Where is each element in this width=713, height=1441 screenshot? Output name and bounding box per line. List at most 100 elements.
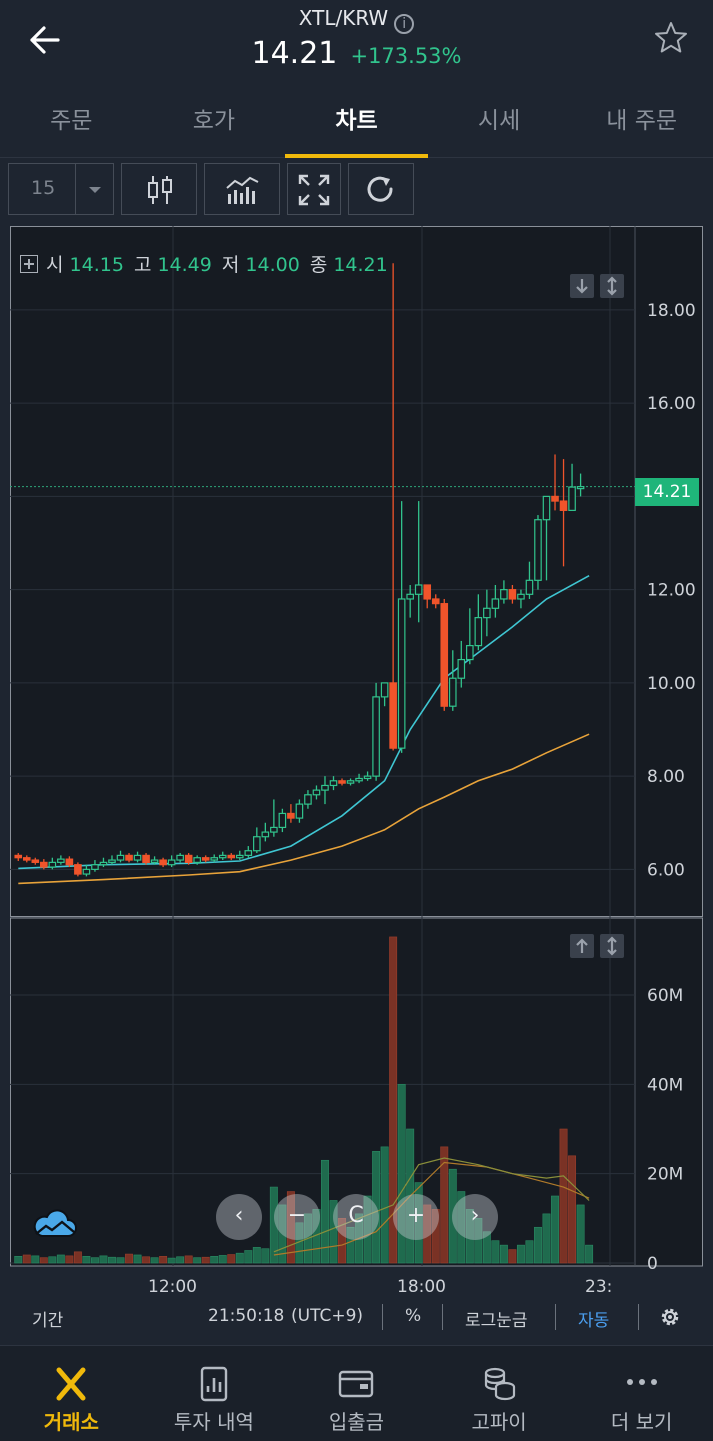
candle bbox=[31, 857, 40, 865]
reset-zoom-button[interactable]: C bbox=[333, 1194, 379, 1240]
tab-orderbook[interactable]: 호가 bbox=[192, 108, 236, 134]
volume-bar bbox=[321, 1159, 329, 1264]
candle-body bbox=[22, 857, 31, 861]
candle bbox=[559, 459, 568, 567]
volume-ma-long-line bbox=[273, 1161, 590, 1256]
candle bbox=[500, 580, 508, 604]
percent-toggle[interactable]: % bbox=[405, 1306, 422, 1326]
candle-body bbox=[406, 593, 414, 600]
volume-bar bbox=[193, 1257, 202, 1264]
settings-gear-icon[interactable] bbox=[658, 1305, 682, 1329]
pair-title[interactable]: XTL/KRW i bbox=[0, 6, 713, 34]
pane-resize-icon-2[interactable] bbox=[600, 934, 624, 958]
candle-body bbox=[312, 789, 321, 796]
volume-bar bbox=[65, 1255, 74, 1264]
pane-down-icon[interactable] bbox=[570, 274, 594, 298]
price-chart-svg[interactable]: 18.00 16.00 14.00 12.00 10.00 8.00 6.00 60M 40M 2… bbox=[10, 226, 703, 1296]
exchange-x-icon bbox=[56, 1367, 86, 1401]
refresh-button[interactable] bbox=[348, 163, 414, 215]
volume-bar bbox=[474, 1218, 483, 1264]
candle bbox=[389, 263, 397, 751]
volume-bar bbox=[31, 1255, 40, 1264]
candle-body bbox=[414, 584, 423, 595]
ohlc-legend: 시 14.15 고 14.49 저 14.00 종 14.21 bbox=[20, 250, 398, 277]
candle-type-button[interactable] bbox=[121, 163, 197, 215]
nav-exchange[interactable]: 거래소 bbox=[0, 1346, 143, 1441]
candle bbox=[295, 799, 304, 823]
price-line: 14.21 +173.53% bbox=[0, 36, 713, 71]
candle-body bbox=[389, 682, 397, 749]
candle-body bbox=[270, 826, 278, 833]
candle bbox=[346, 778, 355, 786]
candle bbox=[48, 857, 57, 870]
coins-icon bbox=[484, 1367, 516, 1401]
candle bbox=[57, 855, 65, 865]
volume-bar bbox=[499, 1244, 508, 1264]
cloud-logo-icon bbox=[33, 1209, 77, 1237]
favorite-star-icon[interactable] bbox=[653, 20, 689, 56]
fullscreen-button[interactable] bbox=[287, 163, 341, 215]
volume-bar bbox=[278, 1204, 287, 1264]
candle-body bbox=[176, 854, 184, 861]
period-button[interactable]: 기간 bbox=[32, 1311, 64, 1331]
candle bbox=[517, 589, 525, 609]
indicator-button[interactable] bbox=[204, 163, 280, 215]
volume-bar bbox=[542, 1213, 551, 1264]
scroll-left-button[interactable]: ‹ bbox=[216, 1194, 262, 1240]
nav-investment-history[interactable]: 투자 내역 bbox=[143, 1346, 286, 1441]
candle bbox=[278, 808, 287, 833]
candle bbox=[22, 855, 31, 863]
volume-bar bbox=[380, 1146, 389, 1264]
volume-bar bbox=[252, 1247, 261, 1264]
scroll-right-button[interactable]: › bbox=[452, 1194, 498, 1240]
info-icon[interactable]: i bbox=[394, 14, 415, 34]
candle bbox=[167, 855, 176, 868]
volume-bar bbox=[585, 1244, 594, 1264]
candle-body bbox=[346, 780, 355, 784]
candle-body bbox=[167, 859, 176, 866]
high-value: 14.49 bbox=[157, 254, 212, 276]
candle-body bbox=[227, 854, 236, 859]
candle-body bbox=[304, 794, 312, 805]
price-tick-label: 18.00 bbox=[647, 301, 696, 321]
candle bbox=[338, 778, 346, 786]
tab-chart[interactable]: 차트 bbox=[285, 95, 428, 158]
candle bbox=[372, 682, 380, 781]
pane-resize-icon[interactable] bbox=[600, 274, 624, 298]
zoom-out-button[interactable]: − bbox=[274, 1194, 320, 1240]
candle bbox=[542, 495, 551, 581]
candle-body bbox=[108, 859, 116, 863]
back-arrow-icon[interactable] bbox=[24, 20, 72, 60]
tab-order[interactable]: 주문 bbox=[50, 108, 93, 134]
pane-up-icon[interactable] bbox=[570, 934, 594, 958]
log-scale-toggle[interactable]: 로그눈금 bbox=[465, 1311, 528, 1331]
candle-body bbox=[142, 854, 150, 863]
chart-area[interactable]: 18.00 16.00 14.00 12.00 10.00 8.00 6.00 60M 40M 2… bbox=[10, 226, 703, 1296]
nav-deposit-withdraw[interactable]: 입출금 bbox=[285, 1346, 428, 1441]
candle-body bbox=[150, 859, 159, 863]
volume-bar bbox=[389, 936, 398, 1264]
volume-bar bbox=[56, 1254, 65, 1264]
candle bbox=[261, 822, 270, 842]
nav-deposit-label: 입출금 bbox=[328, 1410, 385, 1434]
auto-scale-toggle[interactable]: 자동 bbox=[578, 1311, 610, 1331]
tab-market[interactable]: 시세 bbox=[477, 108, 521, 134]
candle-body bbox=[91, 864, 99, 870]
candle bbox=[534, 515, 542, 590]
nav-more[interactable]: 더 보기 bbox=[570, 1346, 713, 1441]
candle bbox=[116, 850, 125, 863]
candle-body bbox=[397, 598, 406, 749]
dropdown-icon bbox=[89, 187, 101, 193]
volume-bar bbox=[329, 1200, 338, 1264]
candle bbox=[218, 851, 227, 861]
nav-gopax[interactable]: 고파이 bbox=[428, 1346, 571, 1441]
price-tick-label: 10.00 bbox=[647, 674, 696, 694]
zoom-in-button[interactable]: + bbox=[393, 1194, 439, 1240]
candle bbox=[176, 853, 184, 863]
interval-select[interactable]: 15 bbox=[8, 163, 114, 215]
add-indicator-icon[interactable] bbox=[20, 255, 38, 273]
timezone-button[interactable]: (UTC+9) bbox=[291, 1306, 364, 1326]
candle bbox=[491, 584, 500, 618]
tab-my-orders[interactable]: 내 주문 bbox=[606, 108, 678, 134]
candle bbox=[321, 776, 329, 805]
